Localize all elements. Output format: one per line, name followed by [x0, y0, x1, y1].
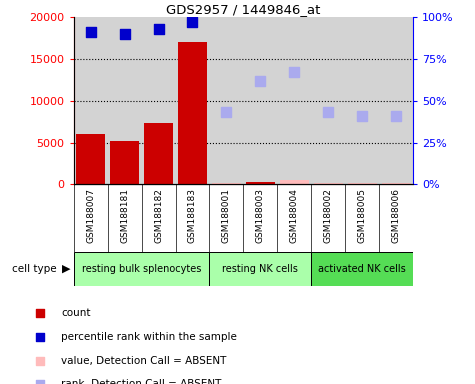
Bar [280, 180, 309, 184]
Text: GSM188007: GSM188007 [86, 188, 95, 243]
Text: ▶: ▶ [62, 264, 70, 274]
Text: activated NK cells: activated NK cells [318, 264, 406, 274]
Text: GSM188001: GSM188001 [222, 188, 231, 243]
Point [392, 113, 400, 119]
Text: GSM188181: GSM188181 [120, 188, 129, 243]
Text: GSM188004: GSM188004 [290, 188, 299, 243]
Point [359, 113, 366, 119]
Bar [246, 182, 275, 184]
Text: resting NK cells: resting NK cells [222, 264, 298, 274]
Bar [314, 183, 343, 184]
Bar [212, 183, 241, 184]
Point [121, 31, 128, 37]
Bar [178, 42, 207, 184]
Text: cell type: cell type [12, 264, 57, 274]
Text: rank, Detection Call = ABSENT: rank, Detection Call = ABSENT [61, 379, 222, 384]
Point [223, 109, 230, 116]
Bar [110, 141, 139, 184]
Bar [76, 134, 105, 184]
Bar [144, 122, 173, 184]
Text: GSM188182: GSM188182 [154, 188, 163, 243]
Point [189, 19, 196, 25]
Point [285, 127, 292, 134]
Text: value, Detection Call = ABSENT: value, Detection Call = ABSENT [61, 356, 227, 366]
Point [324, 109, 332, 116]
Bar [348, 183, 377, 184]
Bar [209, 252, 311, 286]
Bar [312, 252, 413, 286]
Point [256, 78, 264, 84]
Text: GSM188005: GSM188005 [358, 188, 367, 243]
Title: GDS2957 / 1449846_at: GDS2957 / 1449846_at [166, 3, 321, 16]
Text: percentile rank within the sample: percentile rank within the sample [61, 332, 237, 342]
Point [155, 26, 162, 32]
Text: GSM188002: GSM188002 [324, 188, 333, 243]
Text: GSM188006: GSM188006 [392, 188, 401, 243]
Point [87, 29, 95, 35]
Text: GSM188183: GSM188183 [188, 188, 197, 243]
Point [291, 70, 298, 76]
Text: count: count [61, 308, 91, 318]
Bar [74, 252, 209, 286]
Text: GSM188003: GSM188003 [256, 188, 265, 243]
Text: resting bulk splenocytes: resting bulk splenocytes [82, 264, 201, 274]
